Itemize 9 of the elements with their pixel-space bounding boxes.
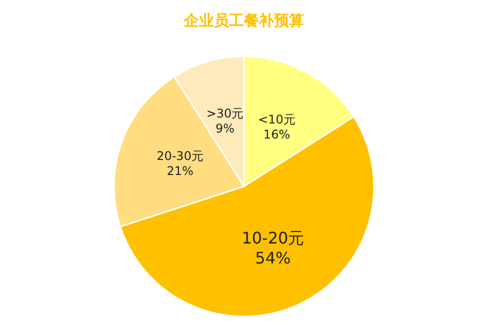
data-label: 21% — [166, 164, 194, 178]
chart-title: 企业员工餐补预算 — [183, 12, 304, 30]
slice-label: >30元 — [206, 106, 244, 121]
data-label: 54% — [255, 248, 291, 268]
data-label: 9% — [216, 122, 235, 136]
slice-label: 10-20元 — [242, 228, 304, 248]
slice-label: 20-30元 — [156, 148, 204, 163]
data-label: 16% — [263, 127, 290, 142]
slice-label: <10元 — [258, 112, 296, 126]
